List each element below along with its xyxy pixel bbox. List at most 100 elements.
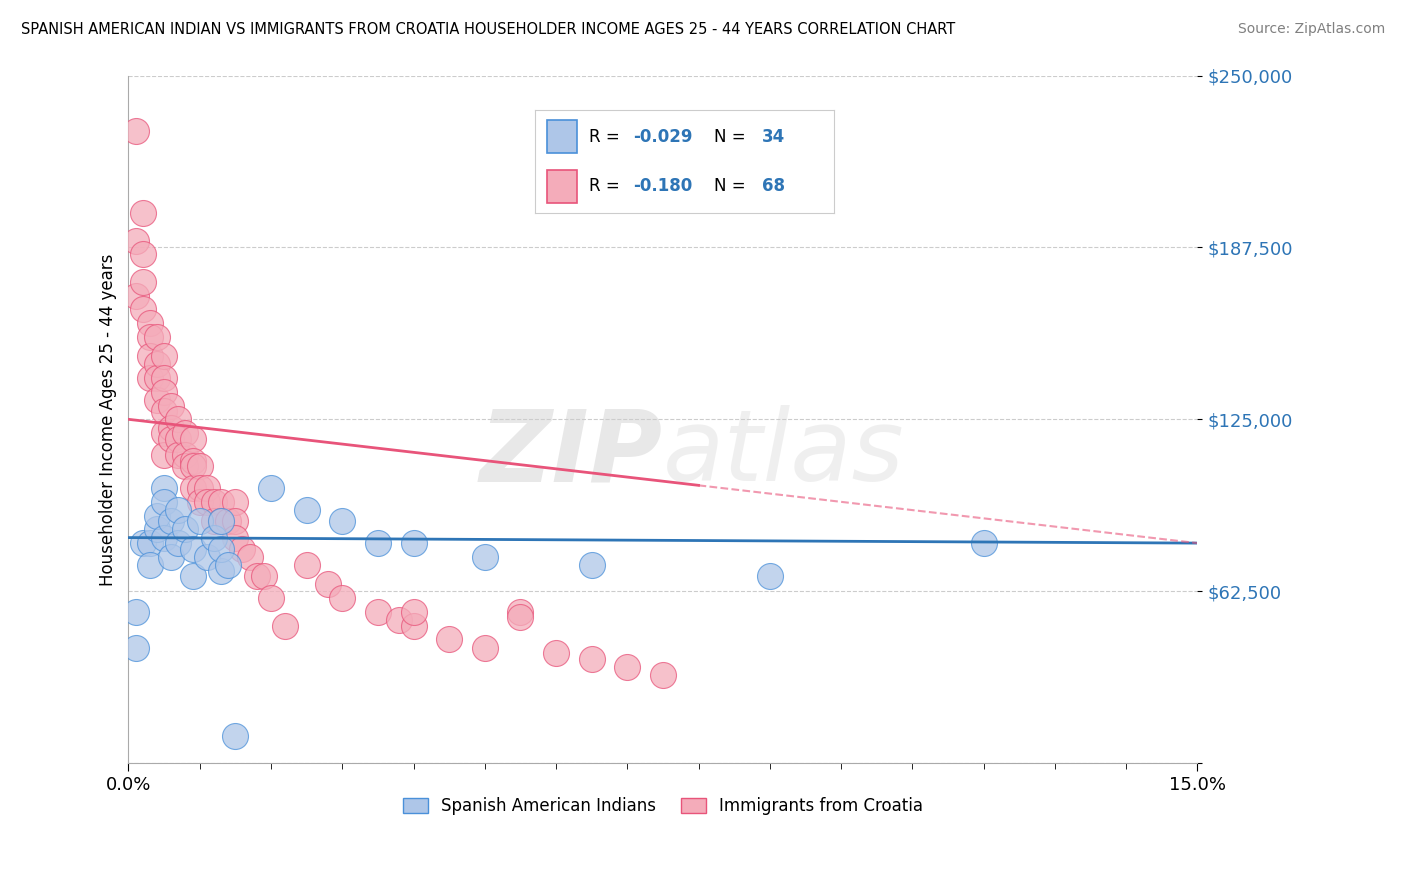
Point xyxy=(153,495,176,509)
Point xyxy=(202,531,225,545)
Point xyxy=(146,371,169,385)
Point xyxy=(139,330,162,344)
Point xyxy=(474,640,496,655)
Point xyxy=(160,420,183,434)
Point xyxy=(209,541,232,556)
Point xyxy=(181,481,204,495)
Text: SPANISH AMERICAN INDIAN VS IMMIGRANTS FROM CROATIA HOUSEHOLDER INCOME AGES 25 - : SPANISH AMERICAN INDIAN VS IMMIGRANTS FR… xyxy=(21,22,955,37)
Point xyxy=(330,591,353,606)
Point xyxy=(581,558,603,573)
Text: atlas: atlas xyxy=(662,405,904,502)
Point xyxy=(153,349,176,363)
Point xyxy=(260,481,283,495)
Point xyxy=(224,495,246,509)
Point xyxy=(437,632,460,647)
Y-axis label: Householder Income Ages 25 - 44 years: Householder Income Ages 25 - 44 years xyxy=(100,253,117,585)
Point xyxy=(124,234,146,248)
Point xyxy=(217,514,239,528)
Point xyxy=(224,531,246,545)
Point xyxy=(202,514,225,528)
Point xyxy=(153,481,176,495)
Point xyxy=(402,536,425,550)
Point xyxy=(274,618,297,632)
Text: Source: ZipAtlas.com: Source: ZipAtlas.com xyxy=(1237,22,1385,37)
Point xyxy=(139,316,162,330)
Point xyxy=(209,514,232,528)
Point xyxy=(616,660,638,674)
Point xyxy=(139,349,162,363)
Point xyxy=(167,536,190,550)
Point xyxy=(146,393,169,408)
Point xyxy=(153,426,176,441)
Point xyxy=(388,613,411,627)
Point xyxy=(209,495,232,509)
Point xyxy=(167,503,190,517)
Point xyxy=(188,459,211,474)
Point xyxy=(651,668,673,682)
Point xyxy=(402,618,425,632)
Point xyxy=(217,558,239,573)
Point xyxy=(146,357,169,371)
Point xyxy=(260,591,283,606)
Point xyxy=(167,448,190,462)
Point xyxy=(132,275,155,289)
Point xyxy=(188,481,211,495)
Point xyxy=(759,569,782,583)
Point xyxy=(146,508,169,523)
Point xyxy=(581,651,603,665)
Text: ZIP: ZIP xyxy=(479,405,662,502)
Point xyxy=(474,549,496,564)
Point xyxy=(509,610,531,624)
Point xyxy=(195,495,218,509)
Point xyxy=(153,531,176,545)
Point xyxy=(139,536,162,550)
Point xyxy=(239,549,262,564)
Point xyxy=(174,426,197,441)
Point xyxy=(153,371,176,385)
Point xyxy=(181,541,204,556)
Point xyxy=(174,459,197,474)
Point xyxy=(367,536,389,550)
Point xyxy=(160,549,183,564)
Point xyxy=(544,646,567,660)
Point xyxy=(139,558,162,573)
Point xyxy=(132,206,155,220)
Point xyxy=(160,514,183,528)
Point xyxy=(188,495,211,509)
Point xyxy=(195,549,218,564)
Point xyxy=(330,514,353,528)
Point xyxy=(124,605,146,619)
Point xyxy=(160,432,183,446)
Point xyxy=(209,564,232,578)
Point xyxy=(124,123,146,137)
Point xyxy=(167,412,190,426)
Point xyxy=(146,330,169,344)
Point xyxy=(202,495,225,509)
Point xyxy=(174,448,197,462)
Point xyxy=(181,432,204,446)
Legend: Spanish American Indians, Immigrants from Croatia: Spanish American Indians, Immigrants fro… xyxy=(394,789,932,823)
Point xyxy=(295,558,318,573)
Point xyxy=(132,302,155,317)
Point xyxy=(153,384,176,399)
Point xyxy=(153,404,176,418)
Point xyxy=(224,729,246,743)
Point xyxy=(209,514,232,528)
Point xyxy=(181,569,204,583)
Point xyxy=(973,536,995,550)
Point xyxy=(181,453,204,467)
Point xyxy=(124,640,146,655)
Point xyxy=(224,514,246,528)
Point xyxy=(367,605,389,619)
Point xyxy=(246,569,269,583)
Point xyxy=(146,522,169,536)
Point xyxy=(181,459,204,474)
Point xyxy=(167,432,190,446)
Point xyxy=(160,399,183,413)
Point xyxy=(139,371,162,385)
Point xyxy=(195,481,218,495)
Point xyxy=(188,514,211,528)
Point xyxy=(132,247,155,261)
Point xyxy=(153,448,176,462)
Point xyxy=(316,577,339,591)
